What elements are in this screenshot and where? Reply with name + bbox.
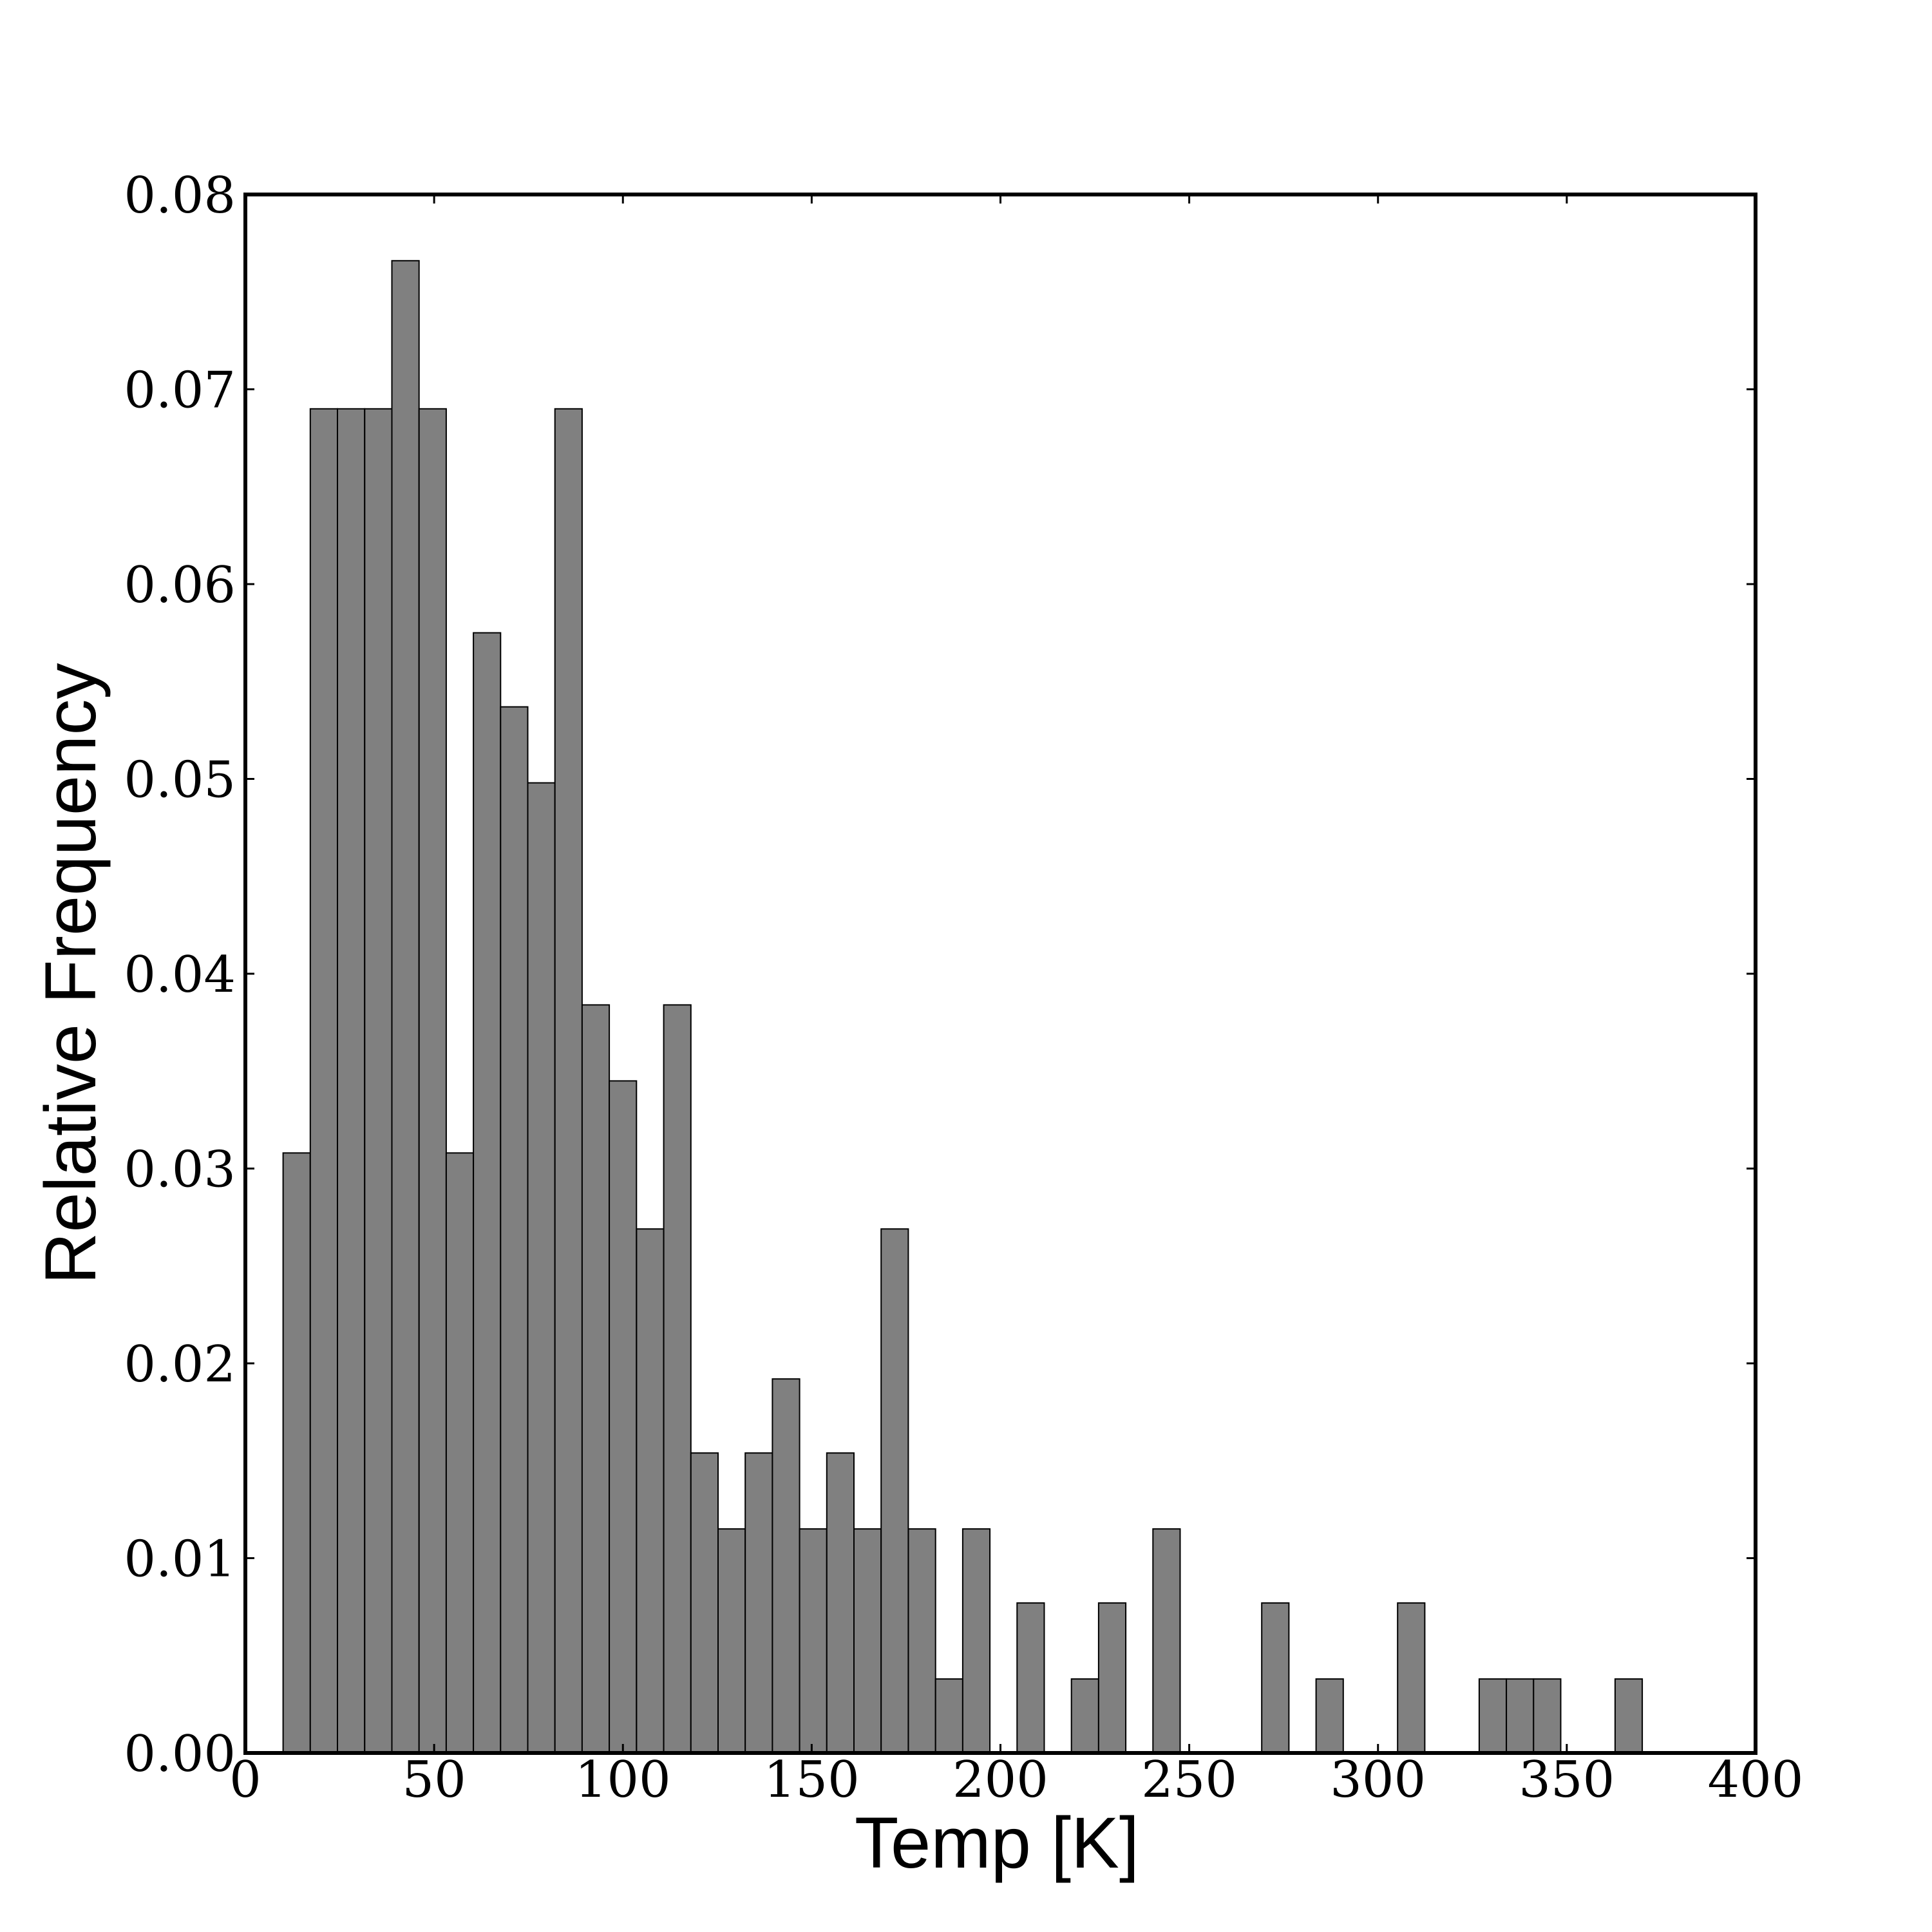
x-axis-title: Temp [K] <box>855 1803 1139 1883</box>
x-tick-label-4: 200 <box>952 1751 1048 1809</box>
histogram-bar-28 <box>1097 1602 1127 1754</box>
y-tick-label-6: 0.06 <box>124 556 236 614</box>
y-axis-title: Relative Frequency <box>30 663 111 1285</box>
histogram-bar-0 <box>282 1152 311 1754</box>
histogram-bar-14 <box>663 1004 692 1754</box>
y-tick-label-7: 0.07 <box>124 362 236 420</box>
histogram-bar-32 <box>1397 1602 1426 1754</box>
y-tick-label-3: 0.03 <box>124 1141 236 1199</box>
x-tick-labels: 0 50 100 150 200 250 300 350 400 <box>229 1751 1803 1809</box>
histogram-bar-21 <box>853 1528 882 1754</box>
histogram-bar-13 <box>636 1228 665 1754</box>
histogram-bar-10 <box>554 408 583 1754</box>
histogram-bar-33 <box>1478 1678 1508 1754</box>
histogram-bar-17 <box>744 1452 773 1754</box>
histogram-bar-12 <box>609 1080 638 1754</box>
histogram-bar-11 <box>581 1004 611 1754</box>
histogram-bar-20 <box>826 1452 855 1754</box>
histogram-bar-3 <box>364 408 393 1754</box>
histogram-bar-34 <box>1506 1678 1535 1754</box>
x-tick-label-5: 250 <box>1141 1751 1237 1809</box>
x-tick-label-8: 400 <box>1708 1751 1804 1809</box>
histogram-bar-2 <box>337 408 366 1754</box>
histogram-bar-26 <box>1016 1602 1045 1754</box>
histogram-bar-25 <box>961 1528 991 1754</box>
histogram-bar-31 <box>1315 1678 1344 1754</box>
histogram-bar-23 <box>907 1528 936 1754</box>
x-tick-label-7: 350 <box>1519 1751 1615 1809</box>
x-tick-label-0: 0 <box>229 1751 261 1809</box>
histogram-bar-8 <box>500 706 529 1754</box>
y-tick-labels: 0.00 0.01 0.02 0.03 0.04 0.05 0.06 0.07 0.08 <box>124 167 236 1783</box>
x-tick-label-2: 100 <box>575 1751 671 1809</box>
histogram-bar-15 <box>690 1452 719 1754</box>
histogram-bar-35 <box>1533 1678 1562 1754</box>
histogram-bar-29 <box>1152 1528 1181 1754</box>
histogram-bar-7 <box>473 632 502 1754</box>
histogram-bar-9 <box>527 782 556 1754</box>
histogram-bar-16 <box>717 1528 746 1754</box>
histogram-bar-36 <box>1614 1678 1643 1754</box>
x-tick-label-1: 50 <box>402 1751 466 1809</box>
y-tick-label-2: 0.02 <box>124 1336 236 1394</box>
histogram-bar-19 <box>799 1528 828 1754</box>
histogram-bar-22 <box>880 1228 909 1754</box>
x-tick-label-6: 300 <box>1330 1751 1426 1809</box>
histogram-bar-18 <box>772 1378 800 1754</box>
y-tick-label-4: 0.04 <box>124 946 236 1004</box>
x-tick-label-3: 150 <box>764 1751 860 1809</box>
y-tick-label-8: 0.08 <box>124 167 236 225</box>
histogram-bar-1 <box>309 408 338 1754</box>
histogram-bar-4 <box>391 260 420 1754</box>
y-tick-label-0: 0.00 <box>124 1725 236 1783</box>
histogram-bar-24 <box>934 1678 963 1754</box>
histogram-bar-6 <box>445 1152 475 1754</box>
histogram-bar-27 <box>1070 1678 1099 1754</box>
histogram-bars <box>282 260 1643 1754</box>
histogram-bar-30 <box>1261 1602 1290 1754</box>
histogram-bar-5 <box>418 408 447 1754</box>
y-tick-label-1: 0.01 <box>124 1531 236 1589</box>
plot-frame <box>243 193 1757 1755</box>
y-tick-label-5: 0.05 <box>124 752 236 810</box>
